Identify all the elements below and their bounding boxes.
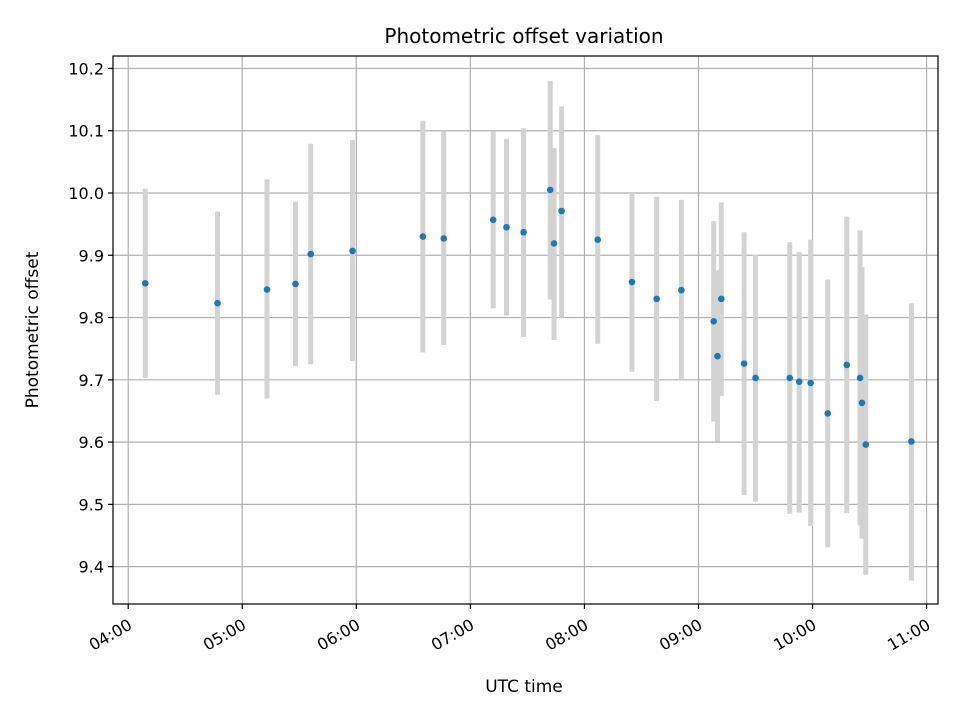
data-point — [558, 207, 565, 215]
y-tick-label: 10.2 — [68, 59, 104, 78]
y-tick-label: 10.0 — [68, 184, 104, 203]
chart-title: Photometric offset variation — [384, 24, 663, 48]
y-tick-label: 9.5 — [79, 495, 104, 514]
y-tick-label: 10.1 — [68, 122, 104, 141]
data-point — [349, 247, 356, 255]
data-point — [717, 295, 725, 303]
y-tick-label: 9.7 — [79, 371, 104, 390]
data-point — [795, 378, 803, 385]
data-point — [628, 278, 636, 286]
data-point — [214, 299, 221, 307]
y-axis-label: Photometric offset — [23, 251, 43, 408]
y-tick-label: 9.9 — [79, 246, 104, 265]
data-point — [653, 295, 660, 303]
data-point — [520, 228, 527, 236]
data-point — [503, 223, 510, 231]
data-points — [142, 186, 915, 448]
data-point — [594, 236, 602, 244]
data-point — [263, 286, 271, 293]
data-point — [307, 250, 314, 258]
data-point — [858, 399, 866, 407]
data-point — [546, 186, 554, 194]
data-point — [807, 379, 814, 387]
data-point — [489, 216, 497, 224]
plot-frame — [112, 55, 939, 605]
y-tick-label: 9.8 — [79, 309, 104, 328]
data-point — [710, 317, 717, 325]
x-axis-label: UTC time — [485, 677, 563, 697]
y-tick-label: 9.4 — [79, 558, 104, 577]
y-axis-ticks: 9.4 9.5 9.6 9.7 9.8 9.9 10.0 10.1 10.2 — [68, 59, 113, 577]
y-tick-label: 9.6 — [79, 433, 104, 452]
data-point — [440, 235, 448, 242]
data-point — [843, 361, 851, 369]
data-point — [714, 352, 721, 360]
data-point — [824, 410, 832, 417]
data-point — [752, 374, 759, 382]
data-point — [786, 374, 794, 382]
data-point — [678, 286, 685, 294]
data-point — [862, 441, 870, 448]
data-point — [740, 360, 748, 367]
data-point — [419, 233, 427, 240]
data-point — [550, 240, 558, 247]
data-point — [142, 279, 149, 287]
data-point — [856, 374, 864, 382]
data-point — [292, 280, 299, 288]
data-point — [908, 438, 915, 445]
